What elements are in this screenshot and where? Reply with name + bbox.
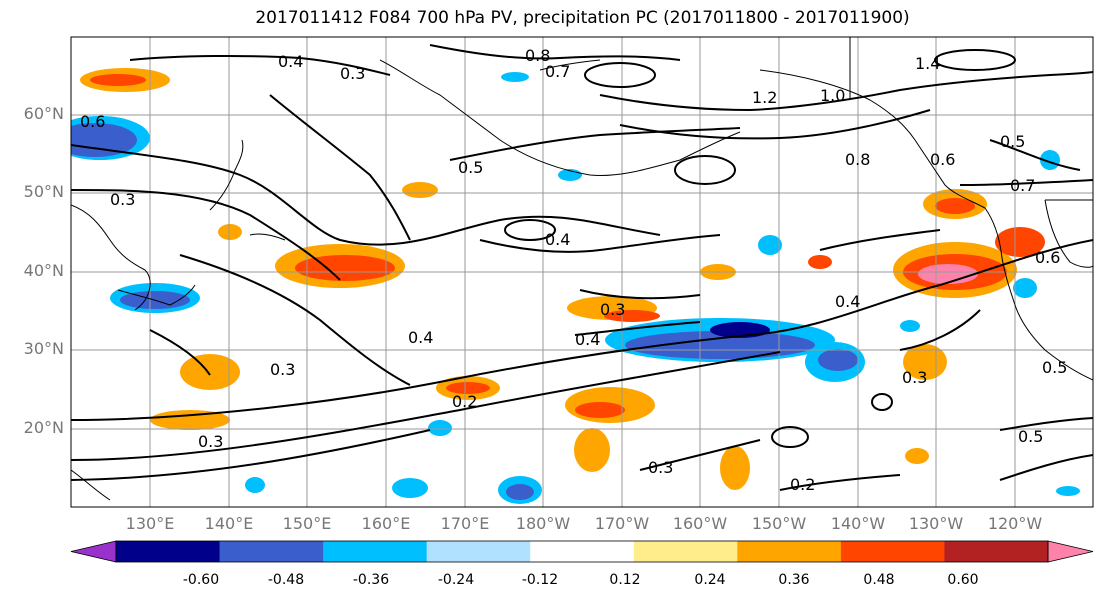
colorbar-segment bbox=[426, 541, 531, 562]
map-title: 2017011412 F084 700 hPa PV, precipitatio… bbox=[255, 8, 910, 28]
contour-label: 0.4 bbox=[575, 330, 601, 349]
contour-label: 0.8 bbox=[525, 46, 551, 65]
contour-label: 0.2 bbox=[790, 475, 816, 494]
colorbar-label: -0.12 bbox=[521, 572, 559, 588]
lon-label-130w: 130°W bbox=[908, 514, 964, 533]
lat-label-40n: 40°N bbox=[23, 261, 64, 280]
contour-label: 0.2 bbox=[452, 392, 478, 411]
contour-label: 0.4 bbox=[545, 230, 571, 249]
contour-label: 0.5 bbox=[1000, 132, 1026, 151]
lon-label-170w: 170°W bbox=[594, 514, 650, 533]
contour-label: 1.4 bbox=[915, 54, 941, 73]
lat-label-20n: 20°N bbox=[23, 418, 64, 437]
lat-label-60n: 60°N bbox=[23, 104, 64, 123]
colorbar-segment bbox=[737, 541, 842, 562]
contour-label: 1.2 bbox=[752, 88, 778, 107]
colorbar-label: 0.60 bbox=[947, 572, 979, 588]
contour-label: 0.3 bbox=[600, 300, 626, 319]
colorbar-segment bbox=[944, 541, 1049, 562]
colorbar-label: -0.36 bbox=[352, 572, 390, 588]
colorbar-label: -0.24 bbox=[437, 572, 475, 588]
lon-label-150w: 150°W bbox=[751, 514, 807, 533]
contour-label: 0.3 bbox=[902, 368, 928, 387]
pv-contours bbox=[71, 44, 1093, 491]
lon-label-150e: 150°E bbox=[282, 514, 332, 533]
contour-label: 0.5 bbox=[1042, 358, 1068, 377]
contour-label: 0.6 bbox=[1035, 248, 1061, 267]
colorbar-arrow-high bbox=[1047, 540, 1094, 563]
contour-label: 0.4 bbox=[278, 52, 304, 71]
colorbar-segment bbox=[323, 541, 428, 562]
colorbar-segment bbox=[633, 541, 738, 562]
lon-label-160e: 160°E bbox=[361, 514, 411, 533]
lat-label-30n: 30°N bbox=[23, 339, 64, 358]
colorbar-label: -0.60 bbox=[182, 572, 220, 588]
contour-label: 1.0 bbox=[820, 86, 846, 105]
colorbar-arrow-low bbox=[70, 540, 117, 563]
colorbar-label: 0.36 bbox=[778, 572, 810, 588]
lon-label-160w: 160°W bbox=[672, 514, 728, 533]
colorbar-label: 0.24 bbox=[694, 572, 726, 588]
colorbar-segment bbox=[530, 541, 635, 562]
coastlines bbox=[71, 37, 1093, 501]
lon-label-180w: 180°W bbox=[515, 514, 571, 533]
colorbar-label: -0.48 bbox=[267, 572, 305, 588]
colorbar-segment bbox=[116, 541, 221, 562]
contour-label: 0.4 bbox=[835, 292, 861, 311]
colorbar-frame bbox=[115, 540, 1049, 563]
contour-label: 0.3 bbox=[648, 458, 674, 477]
map-frame bbox=[70, 36, 1094, 508]
contour-label: 0.3 bbox=[110, 190, 136, 209]
contour-label: 0.6 bbox=[930, 150, 956, 169]
contour-label: 0.3 bbox=[198, 432, 224, 451]
contour-label: 0.6 bbox=[80, 112, 106, 131]
lon-label-130e: 130°E bbox=[125, 514, 175, 533]
contour-label: 0.8 bbox=[845, 150, 871, 169]
graticule bbox=[71, 37, 1093, 507]
contour-label: 0.7 bbox=[545, 62, 571, 81]
contour-label: 0.5 bbox=[1018, 427, 1044, 446]
contour-label: 0.3 bbox=[270, 360, 296, 379]
contour-label: 0.7 bbox=[1010, 176, 1036, 195]
lon-label-140e: 140°E bbox=[204, 514, 254, 533]
precipitation-shading bbox=[71, 68, 1080, 504]
lat-label-50n: 50°N bbox=[23, 182, 64, 201]
contour-label: 0.3 bbox=[340, 64, 366, 83]
colorbar bbox=[70, 540, 1094, 563]
colorbar-segment bbox=[840, 541, 945, 562]
lon-label-140w: 140°W bbox=[830, 514, 886, 533]
lon-label-120w: 120°W bbox=[987, 514, 1043, 533]
lon-label-170e: 170°E bbox=[440, 514, 490, 533]
colorbar-label: 0.48 bbox=[863, 572, 895, 588]
colorbar-segment bbox=[219, 541, 324, 562]
contour-label: 0.4 bbox=[408, 328, 434, 347]
colorbar-label: 0.12 bbox=[609, 572, 641, 588]
contour-label: 0.5 bbox=[458, 158, 484, 177]
